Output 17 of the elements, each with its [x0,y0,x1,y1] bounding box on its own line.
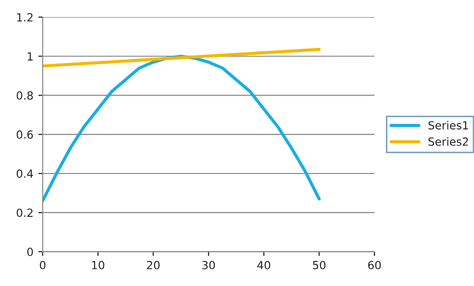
x-tick-label: 60 [368,260,381,270]
y-tick-label: 1 [28,52,33,60]
y-tick-label: 0.4 [16,169,34,178]
y-tick-label: 0.6 [16,130,33,139]
y-tick-label: 0.8 [16,91,33,100]
legend-label: Series2 [428,137,468,146]
x-tick-label: 40 [257,260,270,270]
x-tick-label: 50 [312,260,326,270]
x-tick-label: 10 [92,260,104,270]
x-tick-label: 0 [40,260,46,270]
y-tick-label: 1.2 [17,13,33,22]
line-series [42,54,321,202]
y-tick-label: 0.2 [16,208,33,217]
y-tick-label: 0 [27,248,33,256]
x-tick-label: 30 [202,260,215,270]
legend-label: Series1 [428,120,468,130]
x-tick-label: 20 [147,260,160,270]
